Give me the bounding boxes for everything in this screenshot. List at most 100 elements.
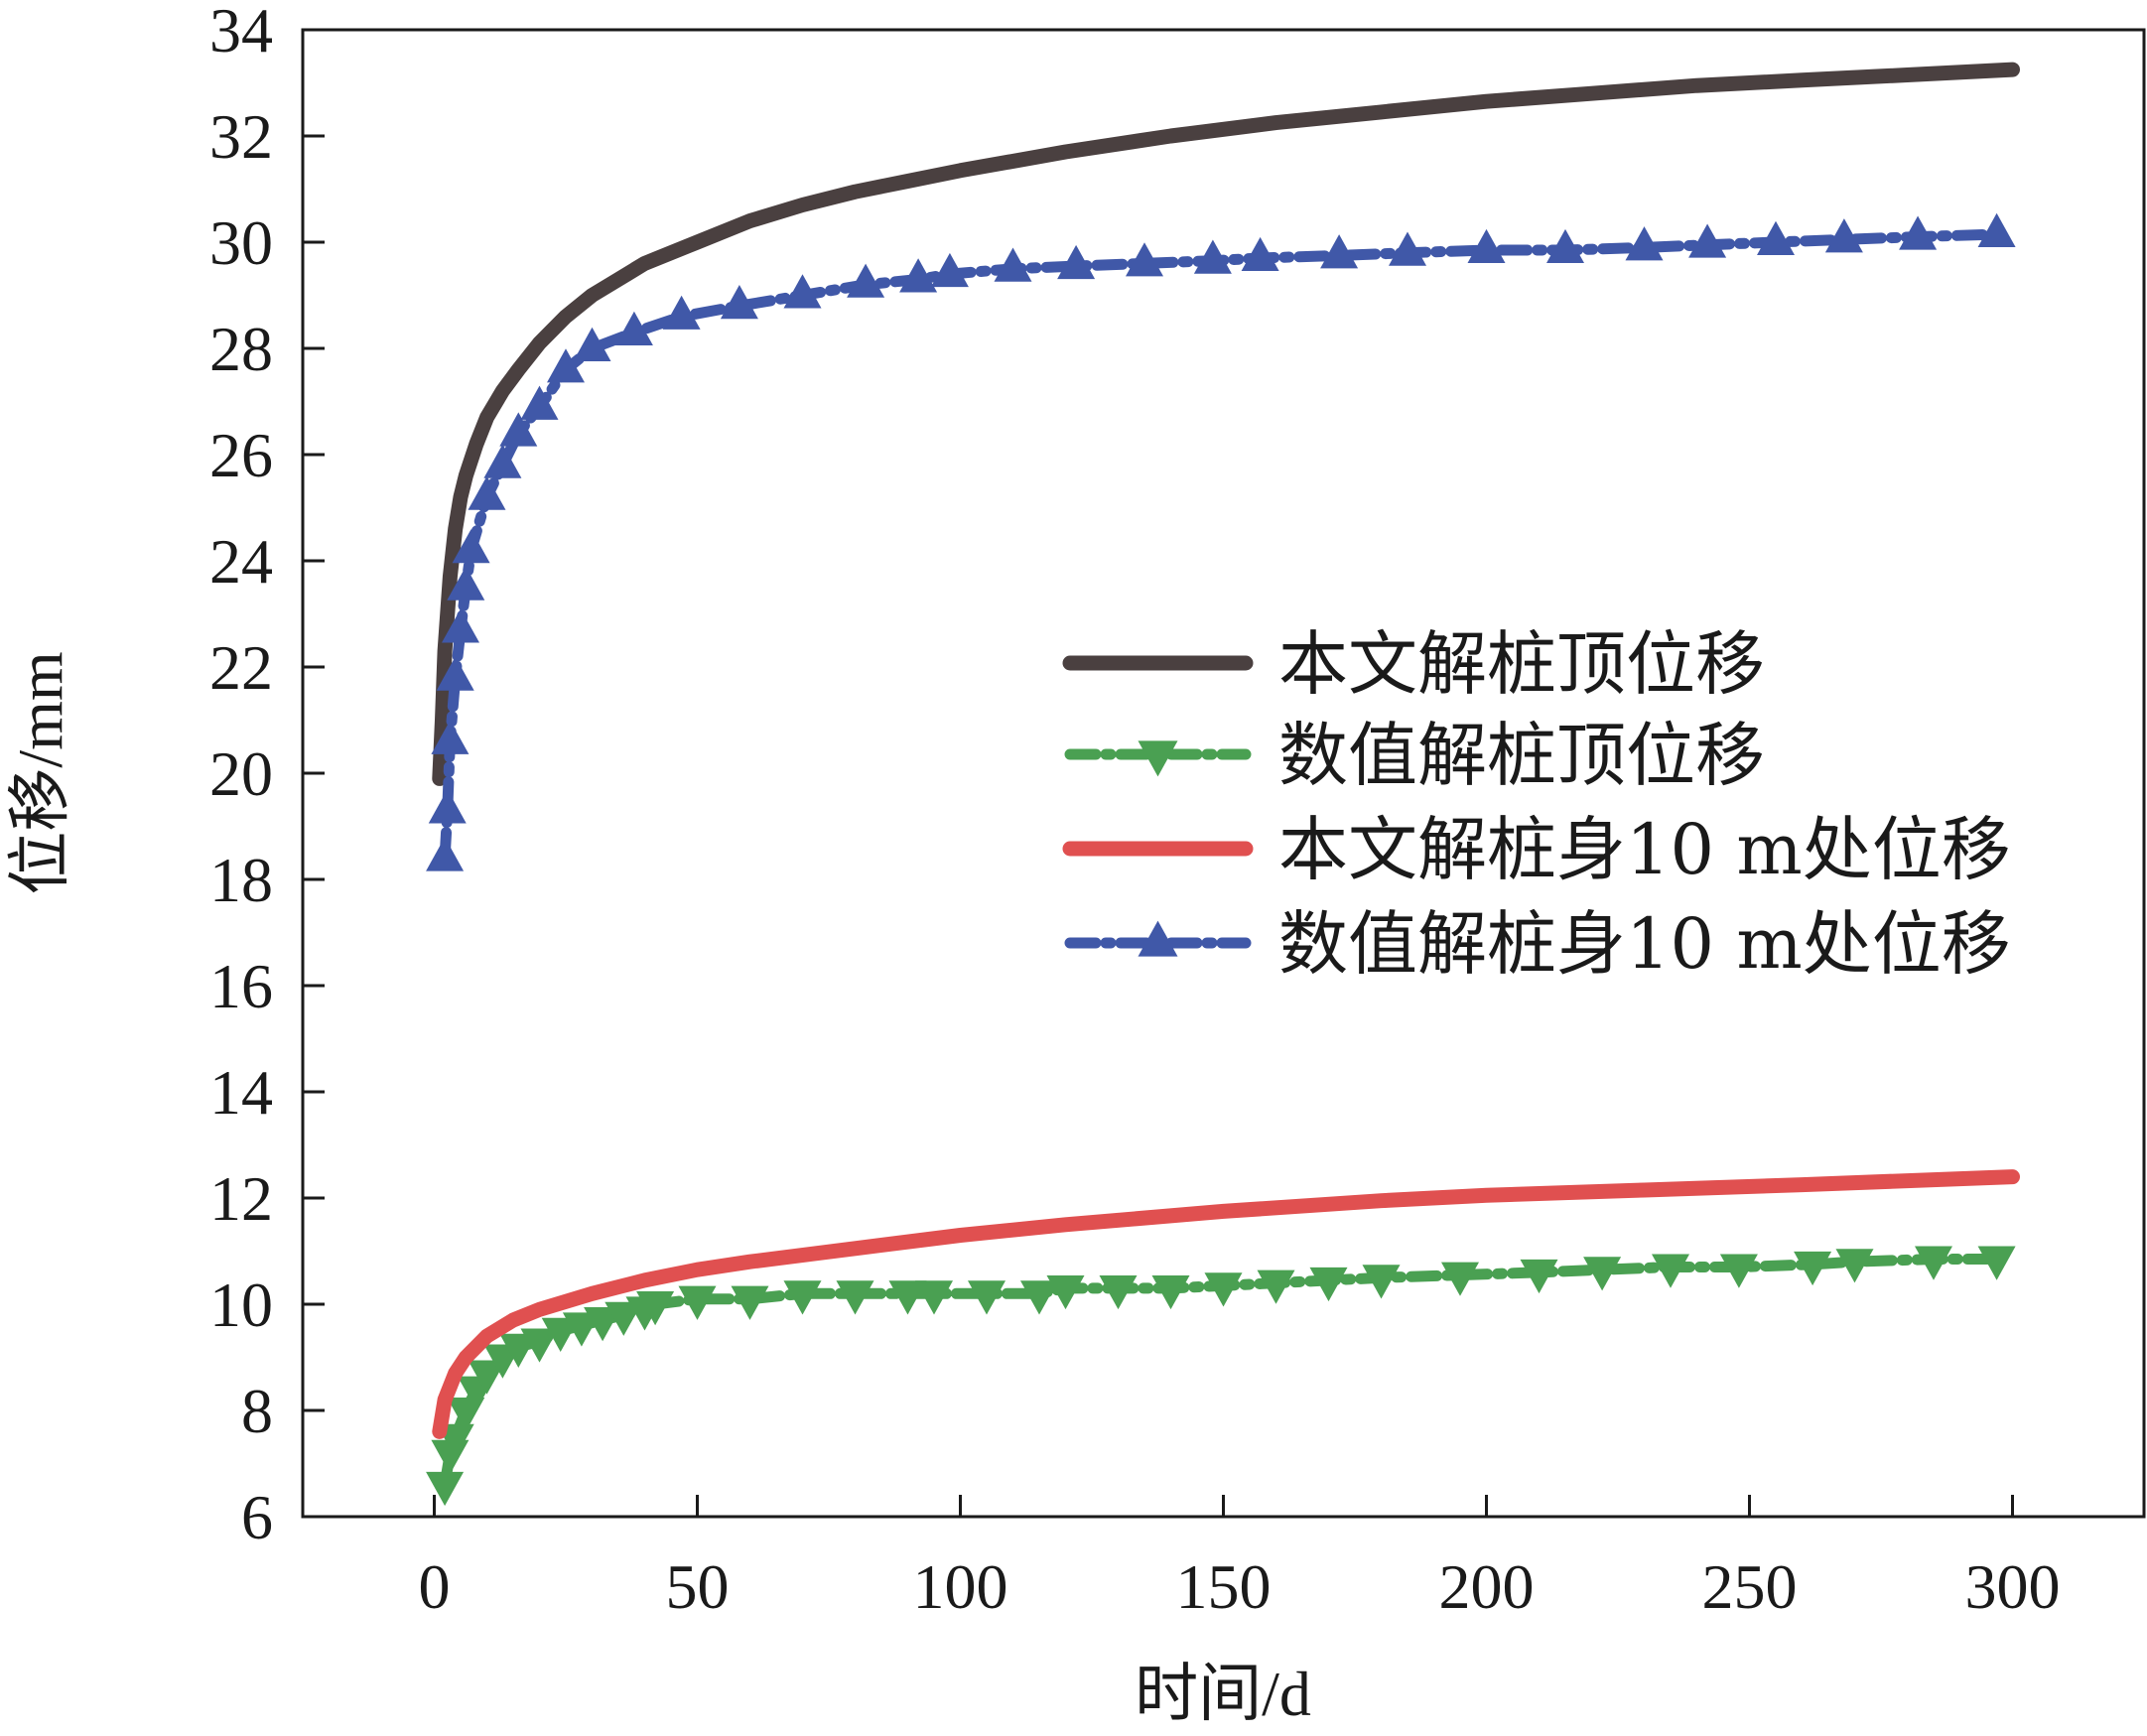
y-tick-label: 26 [209,420,273,490]
data-point [1467,228,1506,264]
legend-label: 数值解桩身10 m处位移 [1278,903,2011,985]
data-point [1320,234,1359,269]
data-point [1977,212,2016,247]
legend-marker [1138,920,1178,957]
data-point [1824,218,1863,253]
data-point [1204,1272,1243,1307]
y-tick-label: 16 [209,951,273,1021]
data-point [520,1328,559,1363]
legend-item: 数值解桩身10 m处位移 [1064,903,2011,985]
x-tick-label: 0 [419,1551,451,1622]
series-line [432,62,2020,786]
y-tick-label: 30 [209,207,273,278]
y-tick-label: 12 [209,1163,273,1234]
data-point [431,720,470,754]
data-point [1057,244,1096,280]
data-point [847,263,885,298]
data-point [452,529,490,564]
data-point [428,789,467,824]
data-point [1441,1262,1479,1296]
data-point [1652,1254,1689,1288]
data-point [783,1280,822,1315]
data-point [899,258,938,293]
data-point [520,385,559,420]
data-point [614,311,653,345]
data-point [1046,1274,1085,1310]
data-point [1520,1259,1558,1294]
data-point [636,1291,675,1326]
data-point [604,1301,643,1336]
data-point [1546,228,1584,264]
legend-label: 本文解桩顶位移 [1278,623,1765,705]
y-tick-label: 14 [209,1057,273,1128]
data-point [1688,223,1727,258]
data-point [1583,1257,1622,1291]
data-point [1835,1249,1874,1283]
y-tick-label: 10 [209,1269,273,1340]
data-point [547,348,585,383]
data-point [584,1307,622,1342]
x-tick-label: 300 [1965,1551,2061,1622]
data-point [678,1285,717,1320]
data-point [968,1280,1006,1315]
data-point [1151,1274,1190,1310]
data-point [994,247,1032,282]
legend-item: 本文解桩顶位移 [1062,623,1765,705]
data-point [1899,215,1938,250]
series-1 [432,62,2020,786]
y-tick-label: 20 [209,738,273,809]
series-3 [432,1169,2020,1439]
data-point [783,274,822,309]
y-tick-label: 22 [209,632,273,703]
series-line [432,1169,2020,1439]
data-point [483,444,522,478]
y-tick-label: 34 [209,0,273,66]
data-point [1719,1254,1758,1288]
data-point [1099,1274,1138,1310]
x-tick-label: 200 [1439,1551,1535,1622]
y-tick-label: 28 [209,314,273,384]
data-point [915,1280,953,1315]
data-point [562,1312,601,1347]
y-tick-label: 18 [209,845,273,915]
data-point [1757,220,1795,255]
series-2 [426,1246,2016,1507]
data-point [499,412,538,447]
data-point [499,1333,538,1369]
data-point [541,1317,580,1352]
data-point [836,1280,874,1315]
data-point [888,1280,927,1315]
x-axis-title: 时间/d [1135,1659,1311,1729]
legend-item: 数值解桩顶位移 [1064,715,1765,796]
data-point [1977,1246,2016,1280]
data-point [1257,1269,1295,1304]
legend-item: 本文解桩身10 m处位移 [1062,809,2011,890]
data-point [1126,242,1163,277]
data-point [1309,1267,1348,1302]
y-tick-label: 24 [209,526,273,597]
data-point [1794,1251,1832,1286]
data-point [426,1471,465,1507]
data-point [442,608,479,643]
data-point [468,1360,506,1395]
data-point [468,475,506,510]
y-tick-label: 32 [209,101,273,172]
legend-label: 数值解桩顶位移 [1278,715,1765,796]
y-axis-title: 位移/mm [5,651,75,894]
data-point [662,295,701,330]
data-point [1389,231,1426,266]
y-tick-label: 8 [241,1376,273,1446]
data-point [930,252,969,288]
legend-marker [1138,740,1178,777]
x-tick-label: 150 [1176,1551,1272,1622]
data-point [426,837,465,871]
data-point [1625,226,1664,261]
data-point [1020,1280,1058,1315]
data-point [573,327,611,361]
data-point [720,284,758,320]
data-point [436,656,474,691]
x-tick-label: 100 [913,1551,1008,1622]
data-point [731,1285,769,1320]
data-point [1362,1265,1401,1299]
